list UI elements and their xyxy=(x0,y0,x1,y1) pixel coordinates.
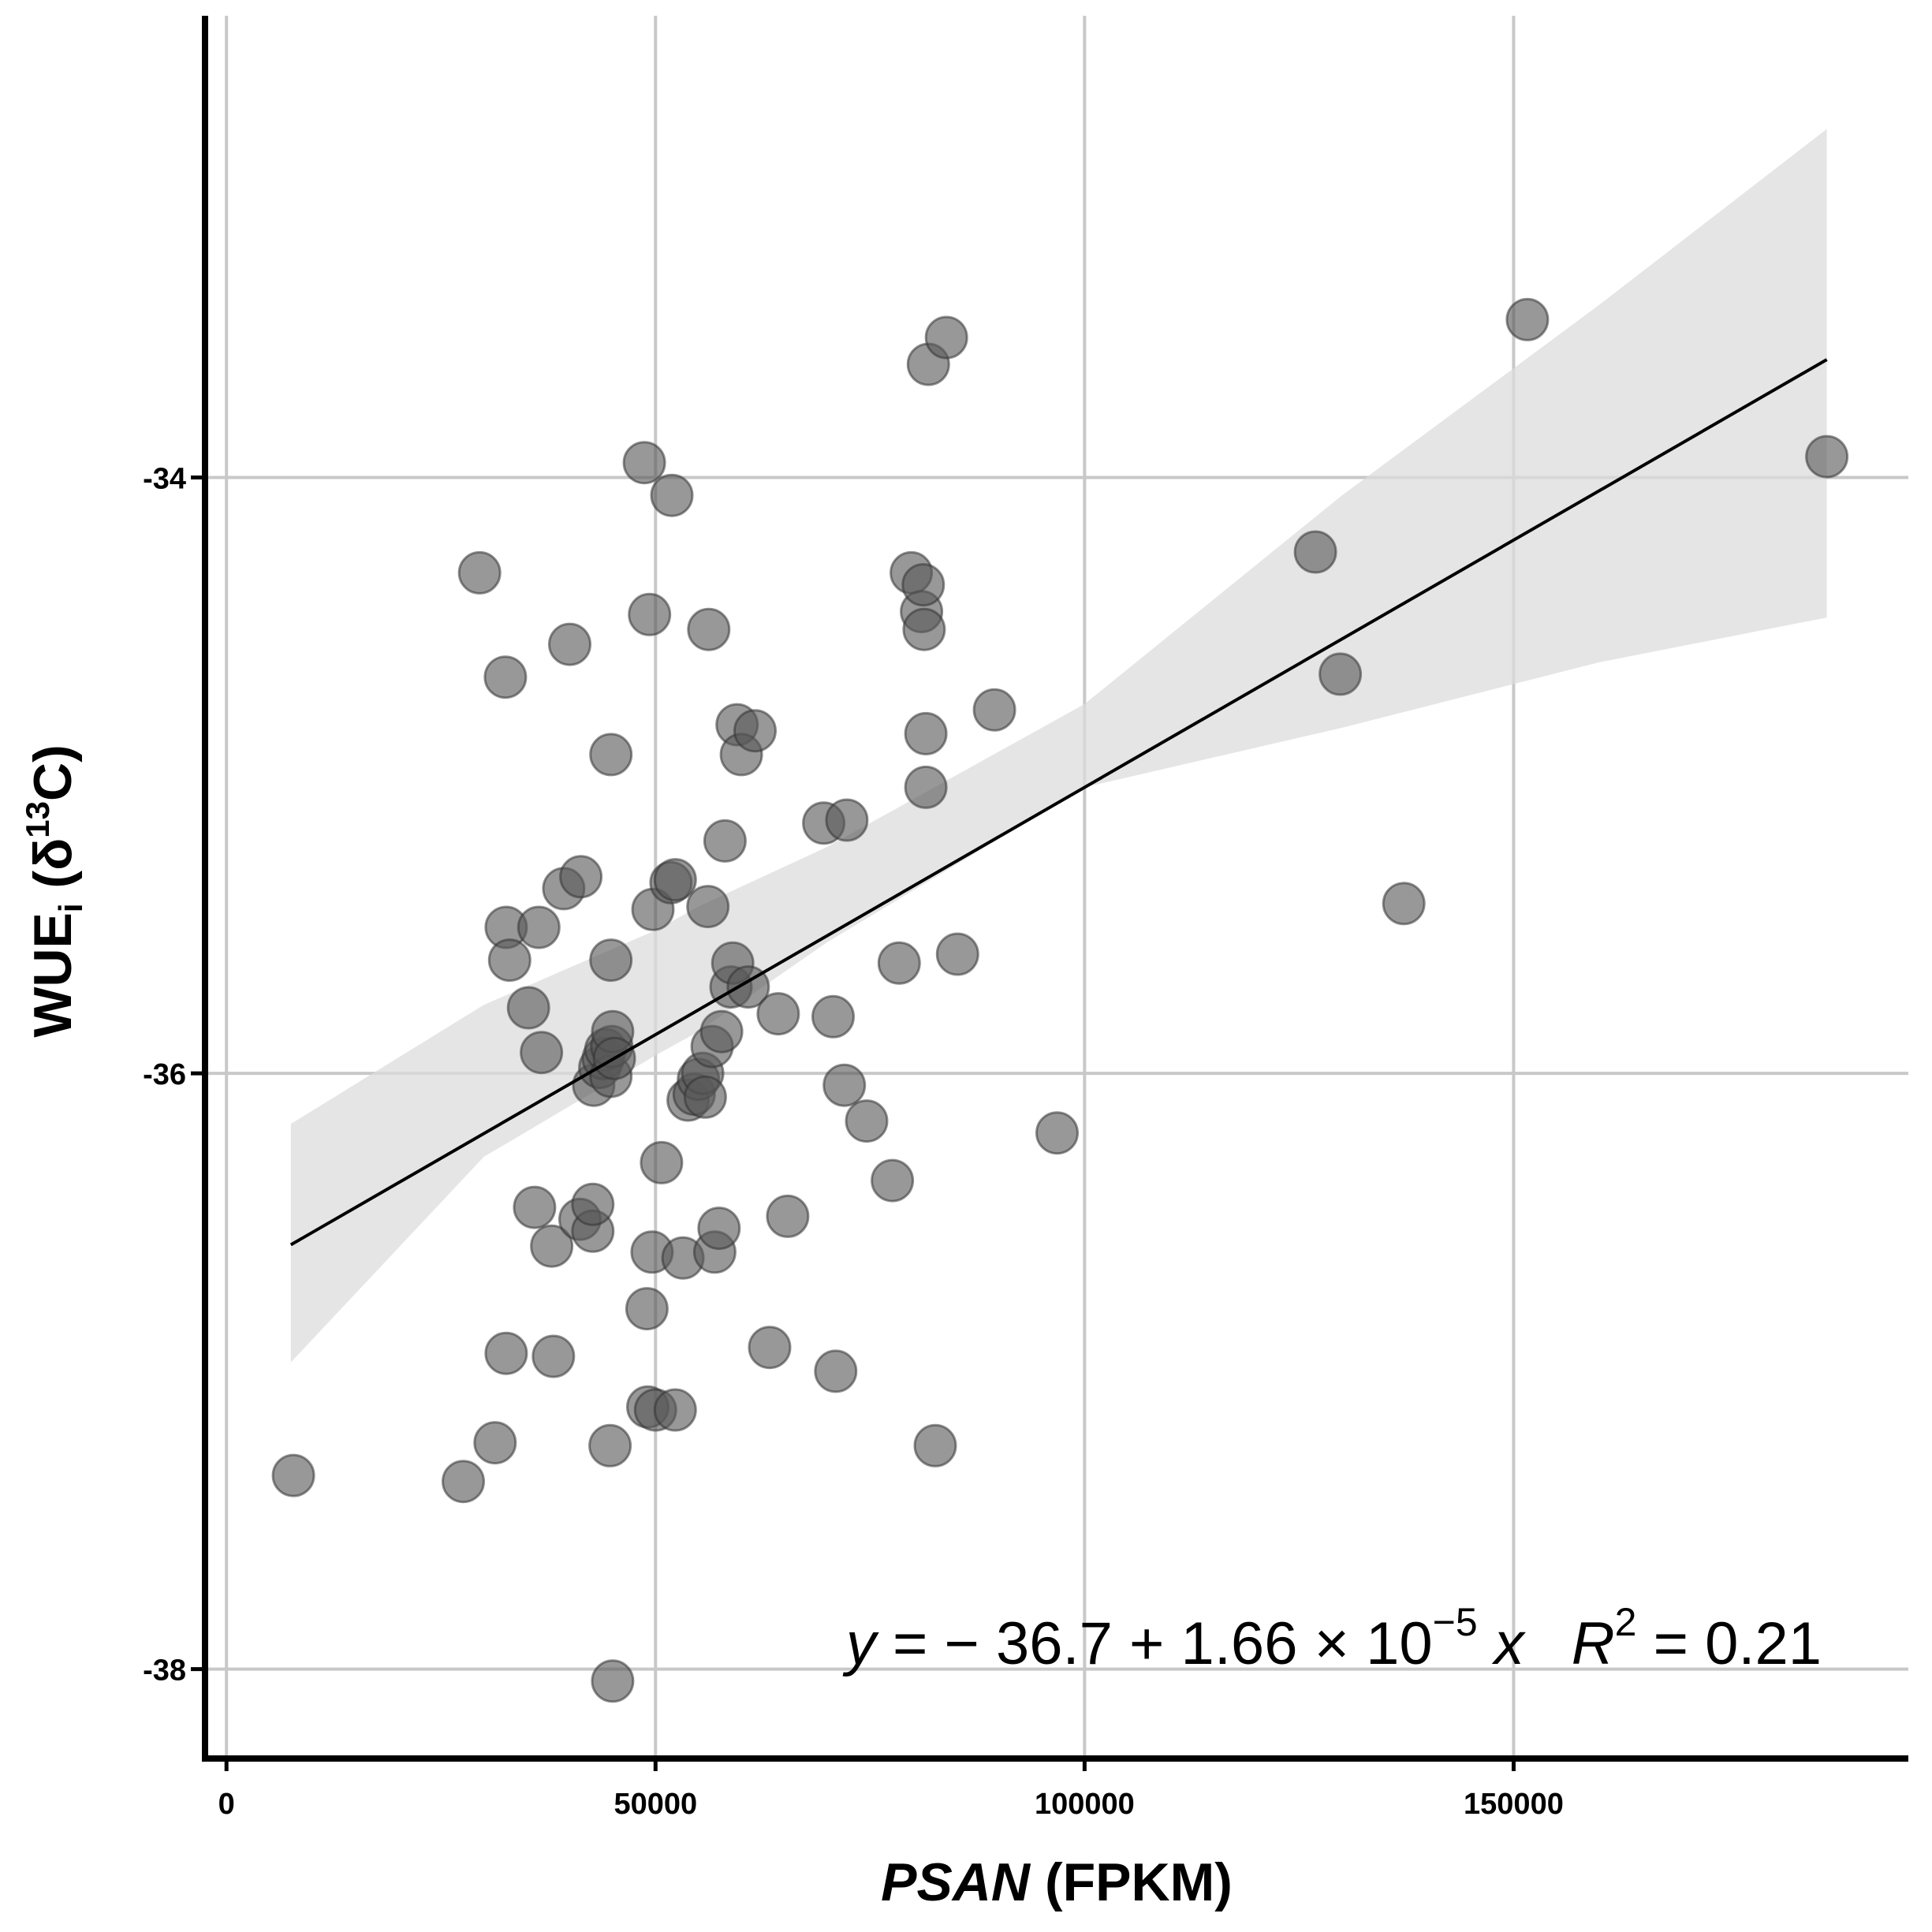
data-point-19 xyxy=(571,1182,615,1226)
data-point-13 xyxy=(531,1334,576,1378)
data-point-3 xyxy=(473,1421,517,1465)
y-tick-label-2: -38 xyxy=(143,1654,186,1688)
data-point-79 xyxy=(904,765,948,809)
data-point-9 xyxy=(513,1185,557,1229)
tick-labels: 0 50000 100000 150000 -34 -36 -38 xyxy=(143,463,1564,1821)
data-point-73 xyxy=(877,941,921,985)
data-point-67 xyxy=(811,994,855,1039)
data-point-71 xyxy=(845,1099,889,1143)
data-point-65 xyxy=(766,1194,810,1238)
data-point-50 xyxy=(686,885,730,929)
data-point-4 xyxy=(483,655,528,699)
data-point-85 xyxy=(1035,1111,1079,1155)
data-point-41 xyxy=(650,473,694,517)
x-tick-label-1: 50000 xyxy=(614,1788,697,1821)
data-point-78 xyxy=(904,711,948,755)
data-point-56 xyxy=(703,819,747,863)
data-point-81 xyxy=(913,1423,957,1468)
data-point-2 xyxy=(457,550,502,595)
data-point-43 xyxy=(653,1388,697,1432)
data-point-72 xyxy=(871,1158,915,1203)
data-point-69 xyxy=(822,1063,867,1107)
data-point-32 xyxy=(622,441,666,485)
data-point-17 xyxy=(559,855,603,899)
data-point-84 xyxy=(972,688,1016,732)
x-tick-label-3: 150000 xyxy=(1464,1788,1564,1821)
data-point-5 xyxy=(484,1331,528,1375)
data-point-63 xyxy=(748,1326,792,1370)
data-point-87 xyxy=(1318,652,1363,696)
data-point-29 xyxy=(589,733,633,777)
x-axis-title: PSAN (FPKM) xyxy=(881,1852,1233,1912)
x-tick-label-0: 0 xyxy=(218,1788,235,1821)
data-points xyxy=(271,297,1849,1703)
data-point-7 xyxy=(487,938,531,983)
data-point-15 xyxy=(548,622,591,666)
data-point-70 xyxy=(825,798,869,842)
y-tick-label-1: -36 xyxy=(143,1058,186,1091)
fit-line xyxy=(289,358,1828,1247)
data-point-90 xyxy=(1805,435,1849,479)
x-tick-label-2: 100000 xyxy=(1035,1788,1135,1821)
data-point-1 xyxy=(442,1460,485,1504)
y-axis-title: WUEi (δ13C) xyxy=(19,744,89,1038)
data-point-89 xyxy=(1505,297,1550,341)
data-point-39 xyxy=(640,1140,684,1184)
confidence-band xyxy=(290,129,1827,1363)
data-point-42 xyxy=(653,858,697,902)
data-point-76 xyxy=(901,563,945,607)
data-point-35 xyxy=(628,592,672,636)
data-point-64 xyxy=(756,992,800,1036)
data-point-11 xyxy=(520,1031,564,1075)
data-point-62 xyxy=(733,709,777,753)
axes xyxy=(202,16,1908,1762)
data-point-8 xyxy=(506,986,550,1030)
data-point-54 xyxy=(697,1207,741,1251)
data-point-83 xyxy=(935,932,979,976)
data-point-31 xyxy=(591,1659,635,1703)
data-point-55 xyxy=(699,1009,744,1054)
data-point-49 xyxy=(683,1075,727,1119)
data-point-10 xyxy=(517,905,561,949)
data-point-68 xyxy=(814,1349,858,1393)
data-point-86 xyxy=(1293,530,1337,574)
data-point-88 xyxy=(1382,882,1426,926)
data-point-51 xyxy=(687,607,731,651)
regression-line xyxy=(289,358,1828,1247)
confidence-band-area xyxy=(290,129,1827,1363)
data-point-0 xyxy=(271,1453,315,1497)
data-point-77 xyxy=(902,607,946,651)
data-point-82 xyxy=(924,315,968,360)
data-point-28 xyxy=(589,938,633,983)
y-tick-label-0: -34 xyxy=(143,463,186,496)
data-point-33 xyxy=(625,1287,669,1331)
data-point-30 xyxy=(588,1423,632,1468)
regression-equation: y = − 36.7 + 1.66 × 10−5 x R2 = 0.21 xyxy=(842,1600,1822,1677)
data-point-12 xyxy=(530,1224,574,1268)
